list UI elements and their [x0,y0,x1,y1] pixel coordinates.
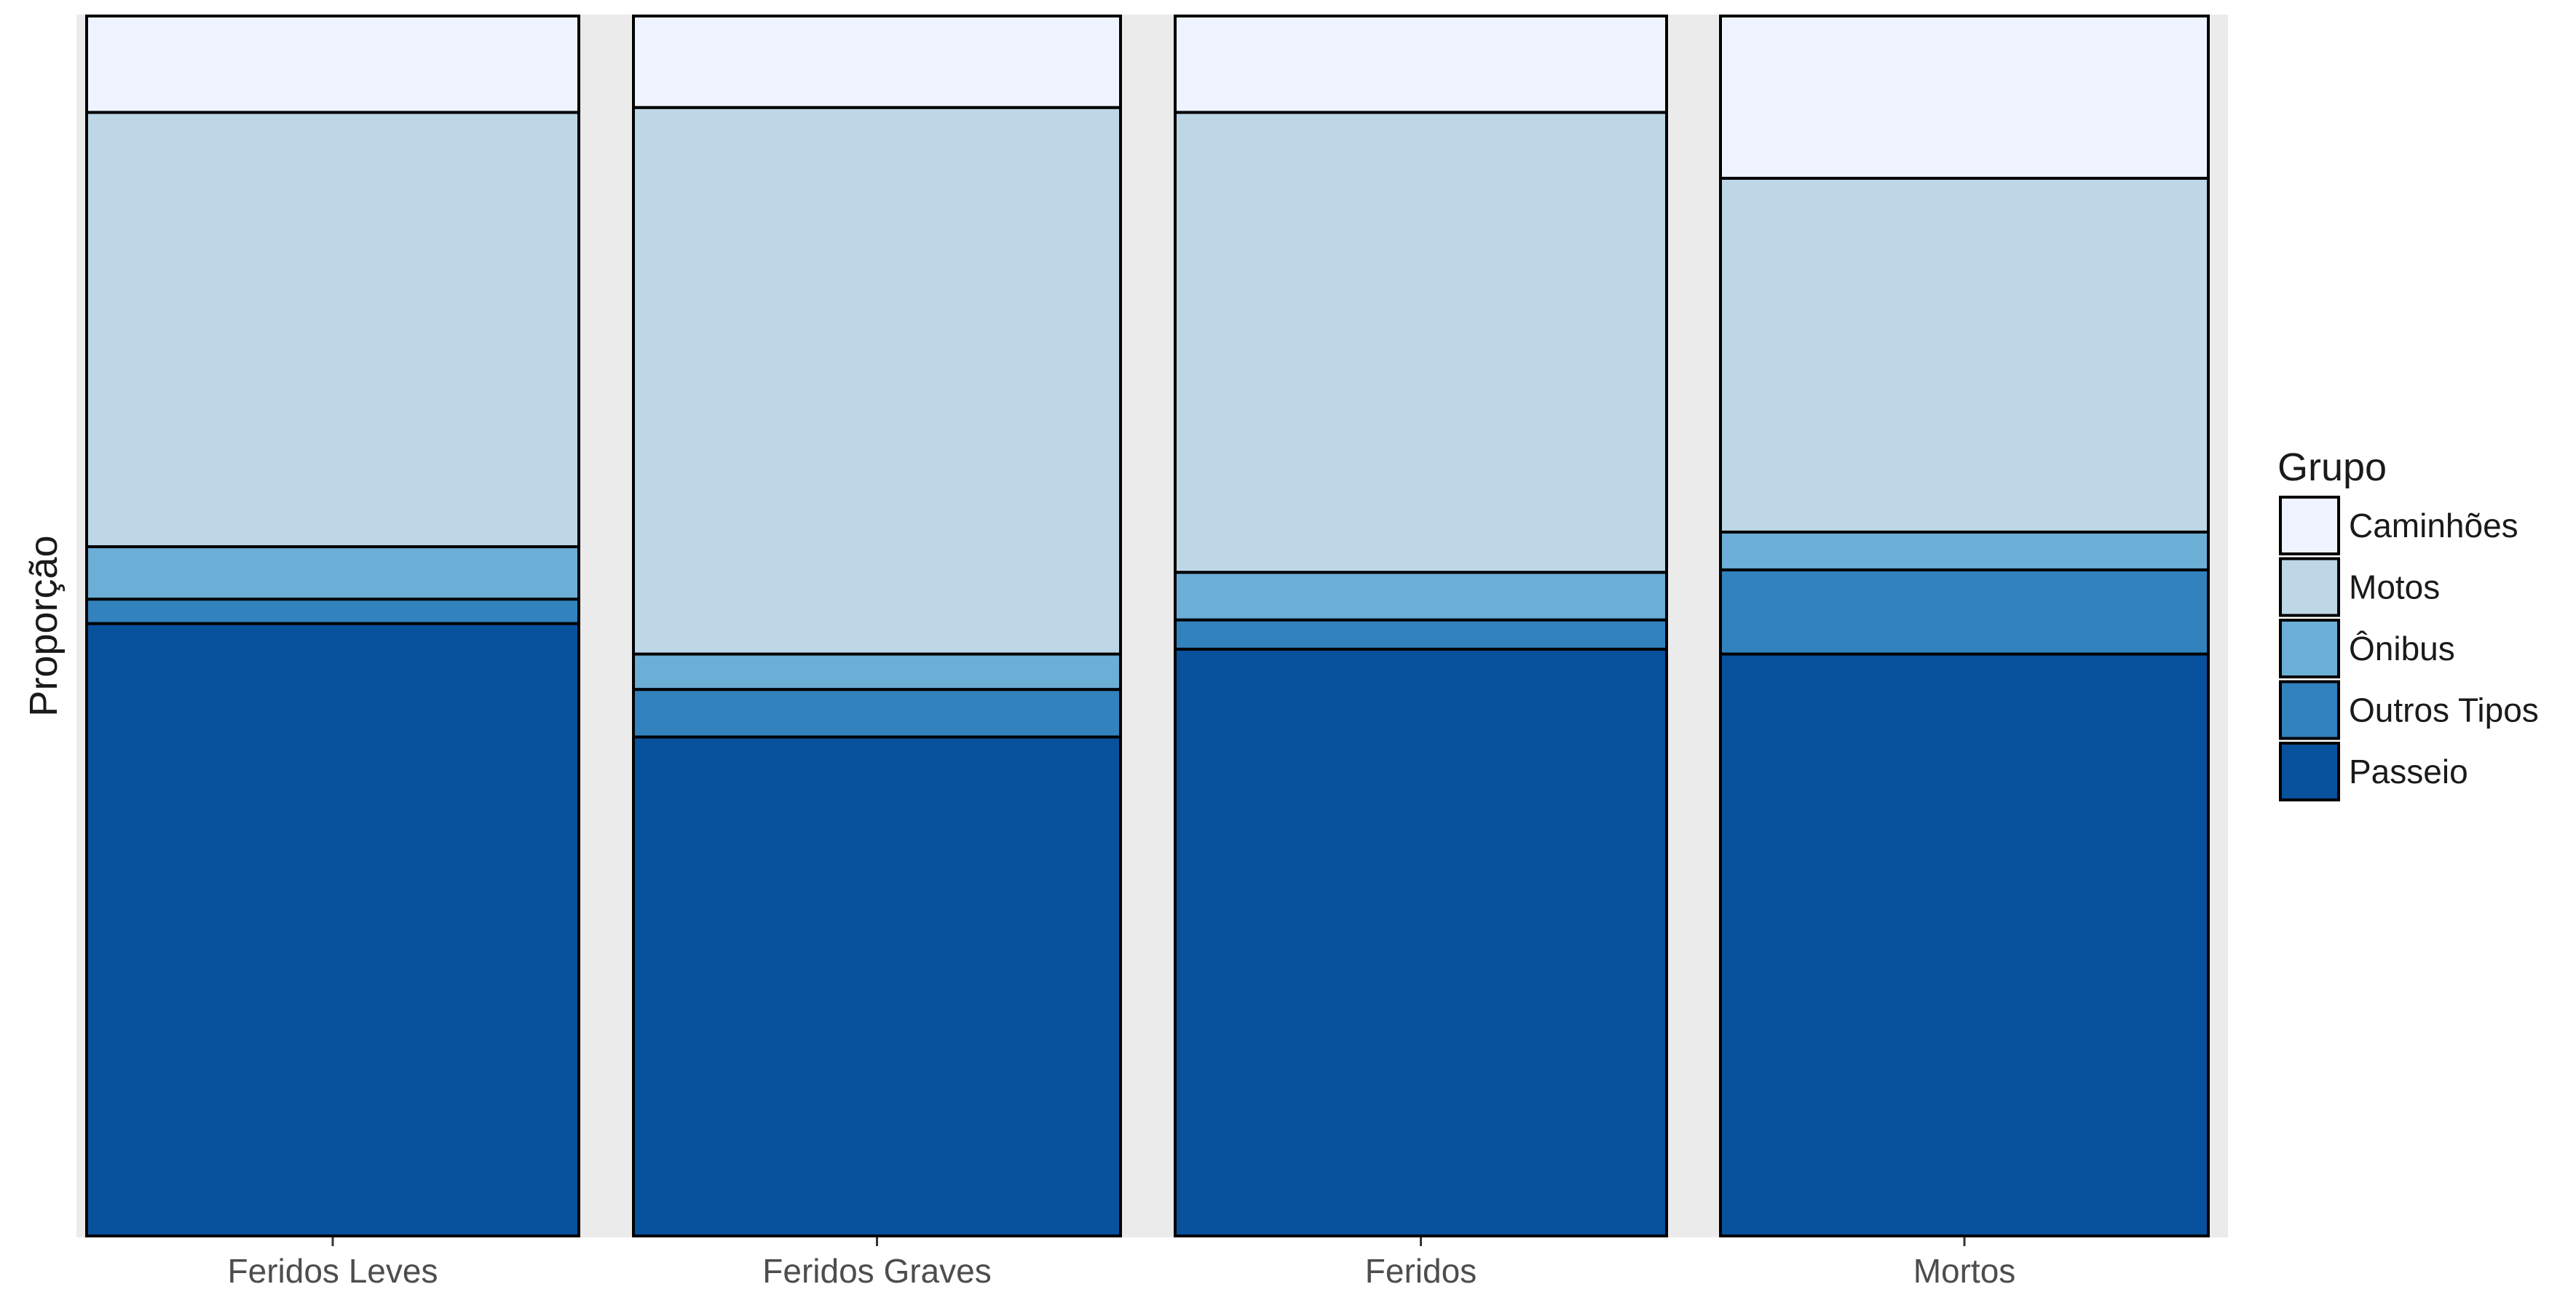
x-tick-label-feridos-leves: Feridos Leves [228,1252,438,1288]
legend-items: Caminhões Motos Ônibus Outros Tipos Passeio [2279,496,2539,801]
x-tick-label-feridos: Feridos [1365,1252,1477,1288]
legend-key-onibus [2279,619,2340,678]
bar-segment-motos-feridos-leves [85,111,580,549]
legend-label-motos: Motos [2349,568,2440,606]
legend-label-onibus: Ônibus [2349,630,2455,667]
legend-title: Grupo [2277,445,2387,489]
bar-segment-passeio-feridos [1174,647,1668,1237]
y-axis-title: Proporção [22,535,66,716]
bar-segment-passeio-feridos-leves [85,622,580,1237]
bar-segment-caminhoes-feridos-leves [85,15,580,114]
bar-segment-caminhoes-feridos [1174,15,1668,114]
bar-segment-outros-tipos-feridos-leves [85,598,580,625]
bar-segment-passeio-mortos [1719,652,2210,1237]
bar-segment-outros-tipos-mortos [1719,568,2210,656]
legend: Grupo Caminhões Motos Ônibus Outros Tipos Pa… [2277,445,2539,801]
bar-segment-passeio-feridos-graves [632,735,1122,1237]
bar-segment-outros-tipos-feridos [1174,618,1668,651]
bar-segment-motos-feridos-graves [632,106,1122,656]
legend-label-outros-tipos: Outros Tipos [2349,691,2539,729]
legend-key-motos [2279,557,2340,617]
x-axis: Feridos Leves Feridos Graves Feridos Mortos [228,1237,2016,1290]
legend-key-passeio [2279,742,2340,801]
legend-key-caminhoes [2279,496,2340,555]
x-tick-label-feridos-graves: Feridos Graves [762,1252,991,1288]
legend-key-outros-tipos [2279,680,2340,740]
bar-segment-motos-mortos [1719,176,2210,534]
bar-segment-onibus-feridos-graves [632,652,1122,691]
bar-segment-motos-feridos [1174,111,1668,574]
bar-segment-onibus-feridos [1174,571,1668,622]
bar-segment-outros-tipos-feridos-graves [632,688,1122,739]
x-tick-label-mortos: Mortos [1913,1252,2016,1288]
bar-segment-caminhoes-mortos [1719,15,2210,180]
legend-label-caminhoes: Caminhões [2349,507,2518,544]
bar-segment-caminhoes-feridos-graves [632,15,1122,109]
bar-segment-onibus-mortos [1719,530,2210,571]
legend-label-passeio: Passeio [2349,753,2468,790]
bars-layer [85,15,2210,1237]
bar-segment-onibus-feridos-leves [85,545,580,601]
